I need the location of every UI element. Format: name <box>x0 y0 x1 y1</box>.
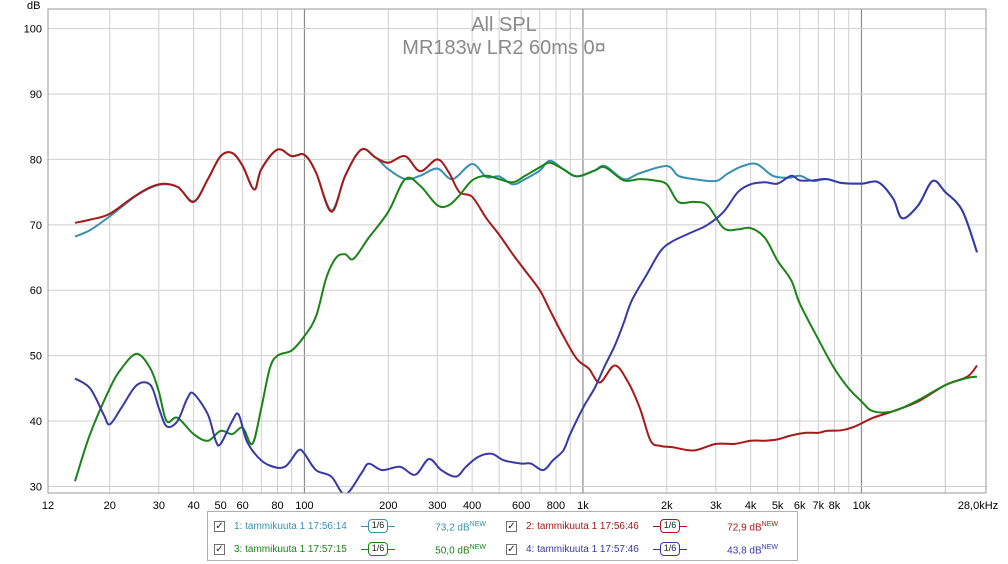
legend-label: 2: tammikuuta 1 17:56:46 <box>526 521 639 532</box>
x-tick-label: 10k <box>853 500 871 512</box>
y-tick-label: 70 <box>30 220 42 232</box>
legend-value: 72,9 dBNEW <box>727 521 778 534</box>
x-tick-label: 50 <box>214 500 226 512</box>
x-tick-label: 100 <box>295 500 313 512</box>
y-tick-label: 60 <box>30 285 42 297</box>
x-tick-label: 3k <box>710 500 722 512</box>
series-line-4 <box>74 174 978 493</box>
new-badge: NEW <box>761 521 778 528</box>
legend-line <box>361 526 368 527</box>
y-tick-label: 100 <box>24 24 42 36</box>
y-tick-label: 40 <box>30 416 42 428</box>
y-tick-label: 30 <box>30 481 42 493</box>
x-tick-label: 7k <box>813 500 825 512</box>
axis-ticks: 30 40 50 60 70 80 90 100 12 20 30 40 50 60 80 100 200 300… <box>24 24 999 512</box>
new-badge: NEW <box>469 521 486 528</box>
legend-value: 73,2 dBNEW <box>435 521 486 534</box>
series-line-2 <box>74 147 978 452</box>
legend-value: 50,0 dBNEW <box>435 544 486 557</box>
x-tick-label: 300 <box>428 500 446 512</box>
legend-value: 43,8 dBNEW <box>727 544 778 557</box>
x-tick-label: 1k <box>577 500 589 512</box>
x-tick-label: 800 <box>547 500 565 512</box>
legend-checkbox[interactable]: ✓ <box>506 544 517 555</box>
grid <box>48 9 986 493</box>
legend-item-4: ✓ 4: tammikuuta 1 17:57:46 1/6 43,8 dBNE… <box>506 542 796 560</box>
legend-line <box>653 549 660 550</box>
legend-item-1: ✓ 1: tammikuuta 1 17:56:14 1/6 73,2 dBNE… <box>214 519 504 537</box>
legend-item-3: ✓ 3: tammikuuta 1 17:57:15 1/6 50,0 dBNE… <box>214 542 504 560</box>
chart-subtitle: MR183w LR2 60ms 0¤ <box>402 37 606 59</box>
legend-line <box>653 526 660 527</box>
smoothing-button[interactable]: 1/6 <box>660 519 680 533</box>
x-tick-label: 80 <box>271 500 283 512</box>
x-tick-label: 5k <box>772 500 784 512</box>
legend-label: 4: tammikuuta 1 17:57:46 <box>526 544 639 555</box>
y-tick-label: 50 <box>30 351 42 363</box>
x-tick-label: 400 <box>463 500 481 512</box>
x-tick-label: 6k <box>794 500 806 512</box>
y-axis-label: dB <box>27 0 40 12</box>
legend-checkbox[interactable]: ✓ <box>214 521 225 532</box>
x-tick-label: 12 <box>42 500 54 512</box>
legend-label: 1: tammikuuta 1 17:56:14 <box>234 521 347 532</box>
legend-checkbox[interactable]: ✓ <box>214 544 225 555</box>
legend-line <box>680 526 687 527</box>
legend-item-2: ✓ 2: tammikuuta 1 17:56:46 1/6 72,9 dBNE… <box>506 519 796 537</box>
x-tick-label: 2k <box>661 500 673 512</box>
x-tick-label: 8k <box>829 500 841 512</box>
x-tick-label: 60 <box>237 500 249 512</box>
x-tick-label: 4k <box>745 500 757 512</box>
x-tick-label: 200 <box>379 500 397 512</box>
legend-line <box>388 549 395 550</box>
legend-line <box>680 549 687 550</box>
legend: ✓ 1: tammikuuta 1 17:56:14 1/6 73,2 dBNE… <box>207 511 798 561</box>
series-line-3 <box>74 161 978 482</box>
legend-line <box>361 549 368 550</box>
legend-label: 3: tammikuuta 1 17:57:15 <box>234 544 347 555</box>
legend-checkbox[interactable]: ✓ <box>506 521 517 532</box>
series-line-1 <box>74 147 978 253</box>
new-badge: NEW <box>761 544 778 551</box>
x-tick-label: 28,0kHz <box>958 500 998 512</box>
y-tick-label: 80 <box>30 154 42 166</box>
x-tick-label: 600 <box>512 500 530 512</box>
smoothing-button[interactable]: 1/6 <box>368 519 388 533</box>
y-tick-label: 90 <box>30 89 42 101</box>
series-group <box>74 147 978 493</box>
x-tick-label: 40 <box>187 500 199 512</box>
x-tick-label: 20 <box>104 500 116 512</box>
new-badge: NEW <box>469 544 486 551</box>
smoothing-button[interactable]: 1/6 <box>368 542 388 556</box>
smoothing-button[interactable]: 1/6 <box>660 542 680 556</box>
plot-frame <box>47 8 987 494</box>
x-tick-label: 30 <box>153 500 165 512</box>
chart-title: All SPL <box>471 14 537 36</box>
legend-line <box>388 526 395 527</box>
